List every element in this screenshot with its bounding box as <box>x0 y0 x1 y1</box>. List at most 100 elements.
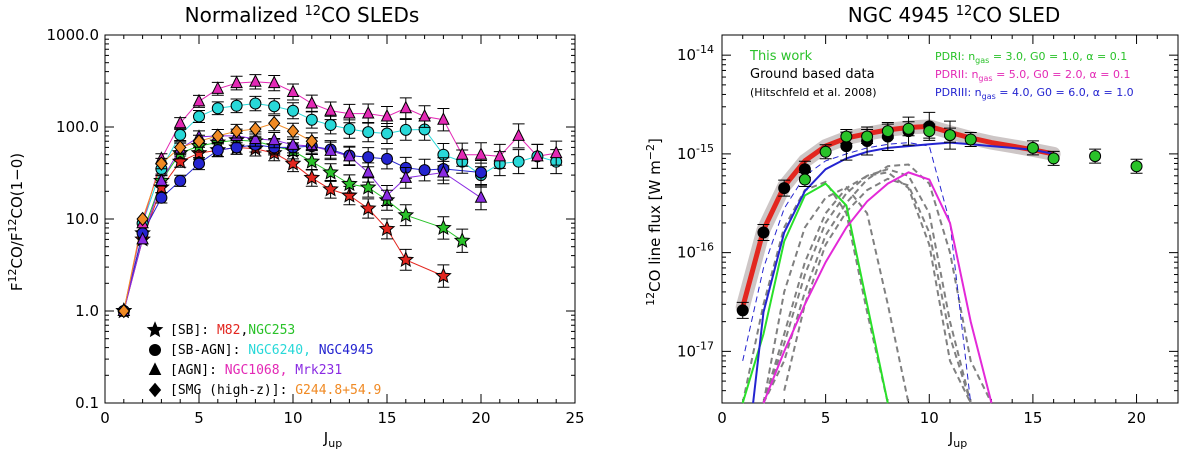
left-x-axis-label: Jup <box>323 429 342 450</box>
sub-model-line <box>762 171 972 404</box>
right-x-axis-label: Jup <box>948 429 967 450</box>
legend-ngas: = 3.0, G0 = 1.0, α = 0.1 <box>989 50 1127 63</box>
data-point-ngc1068 <box>493 148 507 162</box>
data-point-mrk231 <box>343 148 356 162</box>
legend-marker-star <box>146 321 164 338</box>
data-point-this-work <box>923 125 936 138</box>
data-point-ground-based <box>778 182 791 195</box>
legend-entry: [SMG (high-z)]: G244.8+54.9 <box>170 383 381 398</box>
total-model-line <box>740 123 1055 308</box>
data-point-this-work <box>819 145 832 158</box>
data-point-m82 <box>284 154 302 171</box>
left-x-tick-label: 25 <box>565 409 584 427</box>
data-point-ngc6240 <box>268 100 281 113</box>
data-point-ngc1068 <box>267 75 281 89</box>
legend-prefix: [SB-AGN]: <box>170 343 248 358</box>
right-y-tick-label: 10-16 <box>677 241 714 262</box>
data-point-ngc253 <box>453 232 471 248</box>
data-point-ngc1068 <box>211 81 225 94</box>
legend-sub: gas <box>982 92 996 101</box>
data-point-ngc1068 <box>361 105 375 119</box>
data-point-ngc253 <box>397 206 415 223</box>
tick-base: 10 <box>677 244 696 262</box>
data-point-ngc1068 <box>437 112 450 125</box>
legend-pdr-label: PDRI: n <box>935 50 975 63</box>
right-y-axis-label: 12CO line flux [W m−2] <box>644 138 664 306</box>
left-chart-series <box>115 74 563 319</box>
right-x-tick-label: 20 <box>1127 409 1146 427</box>
data-point-ngc6240 <box>287 104 299 117</box>
legend-prefix: [SMG (high-z)]: <box>170 383 295 398</box>
legend-item: G244.8+54.9 <box>295 383 381 398</box>
left-chart-axes: 0 5 10 15 20 25 0.1 1.0 10.0 100.0 1000.0 <box>47 26 585 427</box>
data-point-m82 <box>378 220 396 237</box>
data-point-g244-8-54-9 <box>268 115 281 131</box>
data-point-g244-8-54-9 <box>155 156 168 171</box>
data-point-ngc1068 <box>474 147 488 160</box>
data-point-g244-8-54-9 <box>117 303 130 319</box>
legend-item: NGC6240, <box>248 343 311 358</box>
data-point-ngc4945 <box>418 164 431 177</box>
right-y-tick-label: 10-15 <box>677 142 714 163</box>
legend-prefix: [SB]: <box>170 323 217 338</box>
data-point-ground-based <box>736 304 749 317</box>
data-point-ngc4945 <box>211 144 224 157</box>
data-point-mrk231 <box>437 164 450 178</box>
data-point-mrk231 <box>399 170 413 183</box>
right-x-tick-label: 0 <box>717 409 727 427</box>
pdr3-line <box>752 141 1054 404</box>
data-point-ngc6240 <box>230 99 243 112</box>
legend-prefix: [AGN]: <box>170 363 225 378</box>
data-point-ngc1068 <box>399 100 413 114</box>
left-y-tick-label: 10.0 <box>66 210 99 228</box>
data-point-mrk231 <box>361 164 375 178</box>
data-point-ngc6240 <box>174 128 187 141</box>
sub-model-line <box>762 185 910 404</box>
legend-sub: gas <box>978 74 992 83</box>
data-point-m82 <box>303 169 321 185</box>
data-point-ngc4945 <box>193 157 205 170</box>
tick-exponent: -17 <box>696 339 714 352</box>
left-x-tick-label: 5 <box>194 409 204 427</box>
data-point-m82 <box>322 180 339 197</box>
legend-item: M82 <box>217 323 240 338</box>
series-line-ngc1068 <box>123 81 557 312</box>
sub-model-line <box>762 163 993 404</box>
data-point-ngc4945 <box>155 191 168 204</box>
legend-entry-pdr: PDRIII: ngas = 4.0, G0 = 6.0, α = 1.0 <box>935 86 1134 101</box>
data-point-ngc6240 <box>381 127 393 140</box>
data-point-mrk231 <box>267 132 281 146</box>
tick-base: 10 <box>677 145 696 163</box>
data-point-ngc1068 <box>192 93 206 107</box>
data-point-ngc1068 <box>249 74 262 87</box>
data-point-this-work <box>1047 152 1060 165</box>
left-x-tick-label: 20 <box>471 409 490 427</box>
sub-model-line <box>741 180 889 404</box>
data-point-ngc6240 <box>249 97 262 110</box>
data-point-this-work <box>1089 150 1102 163</box>
legend-marker-circle <box>149 344 161 356</box>
data-point-ngc4945 <box>475 166 487 179</box>
tick-exponent: -16 <box>696 241 714 254</box>
data-point-mrk231 <box>155 173 168 186</box>
data-point-this-work <box>840 130 853 143</box>
data-point-ngc4945 <box>381 152 393 165</box>
data-point-ngc253 <box>322 163 339 180</box>
legend-entry-pdr: PDRI: ngas = 3.0, G0 = 1.0, α = 0.1 <box>935 50 1127 65</box>
data-point-ngc1068 <box>173 115 187 129</box>
data-point-g244-8-54-9 <box>286 123 300 139</box>
data-point-ngc4945 <box>174 174 187 187</box>
data-point-mrk231 <box>136 231 149 245</box>
right-x-tick-label: 10 <box>920 409 939 427</box>
legend-marker-triangle <box>148 362 162 375</box>
legend-sub: gas <box>975 56 989 65</box>
legend-entry: [SB-AGN]: NGC6240, NGC4945 <box>170 343 374 358</box>
data-point-ngc6240 <box>305 113 318 126</box>
data-point-this-work <box>944 129 956 142</box>
legend-ngas: = 4.0, G0 = 6.0, α = 1.0 <box>996 86 1134 99</box>
legend-entry: This work <box>749 49 813 64</box>
legend-entry: (Hitschfeld et al. 2008) <box>750 86 877 99</box>
right-chart-title: NGC 4945 12CO SLED <box>848 3 1061 27</box>
data-point-this-work <box>1130 160 1143 173</box>
data-point-mrk231 <box>474 190 488 203</box>
